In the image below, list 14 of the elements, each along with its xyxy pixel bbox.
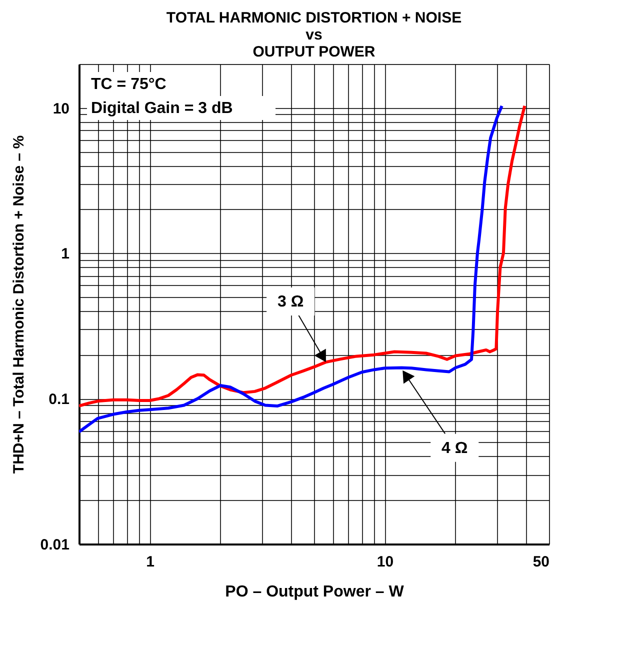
y-axis-title: THD+N – Total Harmonic Distortion + Noise – %	[10, 135, 28, 474]
y-tick-label: 0.1	[48, 391, 70, 408]
x-axis-title: PO – Output Power – W	[225, 584, 405, 600]
annotation: 4 Ω	[442, 440, 468, 457]
x-tick-label: 50	[532, 554, 550, 570]
x-tick-label: 1	[146, 554, 154, 570]
y-tick-label: 1	[61, 246, 70, 263]
y-tick-label: 10	[52, 100, 70, 118]
annotation: 3 Ω	[277, 293, 304, 310]
x-tick-label: 10	[376, 554, 394, 570]
annotation: Digital Gain = 3 dB	[91, 100, 233, 117]
y-tick-label: 0.01	[40, 536, 70, 554]
annotation: TC = 75°C	[91, 76, 167, 93]
chart-title: TOTAL HARMONIC DISTORTION + NOISE vs OUTPUT POWER	[166, 10, 462, 60]
